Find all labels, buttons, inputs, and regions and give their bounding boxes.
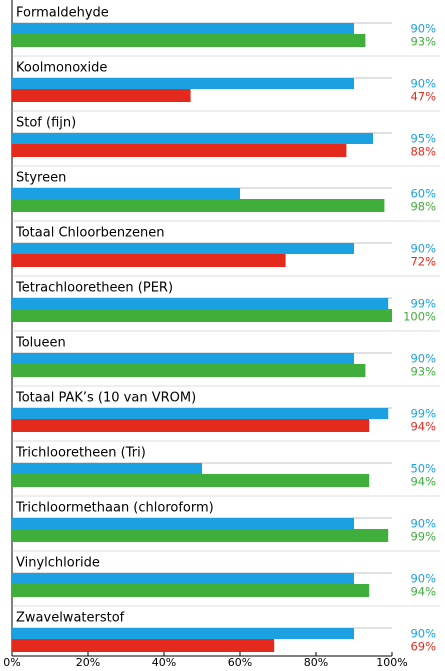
value-label: 94% [410, 420, 436, 434]
value-label: 90% [410, 517, 436, 531]
value-label: 94% [410, 475, 436, 489]
bar [12, 254, 286, 267]
bar [12, 463, 202, 474]
bar [12, 408, 389, 419]
value-label: 50% [410, 462, 436, 476]
bar [12, 474, 370, 487]
category-label: Formaldehyde [16, 6, 109, 21]
value-label: 88% [410, 145, 436, 159]
value-label: 94% [410, 585, 436, 599]
category-label: Stof (fijn) [16, 116, 76, 131]
x-tick-label: 0% [3, 656, 20, 669]
bar [12, 89, 191, 102]
bar [12, 298, 389, 309]
category-label: Vinylchloride [16, 556, 100, 571]
bar [12, 309, 392, 322]
value-label: 93% [410, 35, 436, 49]
bar [12, 364, 366, 377]
category-label: Trichloormethaan (chloroform) [15, 501, 214, 516]
x-tick-label: 80% [304, 656, 328, 669]
value-label: 99% [410, 407, 436, 421]
value-label: 99% [410, 530, 436, 544]
category-label: Trichlooretheen (Tri) [15, 446, 146, 461]
bar [12, 188, 240, 199]
x-tick-label: 100% [376, 656, 407, 669]
category-label: Koolmonoxide [16, 61, 107, 76]
value-label: 90% [410, 352, 436, 366]
value-label: 60% [410, 187, 436, 201]
bar [12, 529, 389, 542]
bar [12, 78, 354, 89]
category-label: Totaal Chloorbenzenen [15, 226, 164, 241]
bar [12, 419, 370, 432]
bar [12, 639, 275, 652]
category-label: Totaal PAK’s (10 van VROM) [15, 391, 196, 406]
bar [12, 628, 354, 639]
category-label: Styreen [16, 171, 66, 186]
value-label: 72% [410, 255, 436, 269]
value-label: 90% [410, 627, 436, 641]
category-label: Tolueen [15, 336, 66, 351]
bar [12, 353, 354, 364]
bar [12, 144, 347, 157]
bar [12, 23, 354, 34]
value-label: 90% [410, 22, 436, 36]
bar [12, 573, 354, 584]
bar [12, 199, 385, 212]
category-label: Tetrachlooretheen (PER) [15, 281, 173, 296]
value-label: 69% [410, 640, 436, 654]
value-label: 98% [410, 200, 436, 214]
value-label: 90% [410, 242, 436, 256]
bar [12, 243, 354, 254]
bar [12, 518, 354, 529]
x-tick-label: 20% [76, 656, 100, 669]
bar [12, 34, 366, 47]
value-label: 93% [410, 365, 436, 379]
value-label: 90% [410, 572, 436, 586]
x-tick-label: 60% [228, 656, 252, 669]
value-label: 95% [410, 132, 436, 146]
value-label: 100% [403, 310, 436, 324]
x-tick-label: 40% [152, 656, 176, 669]
category-label: Zwavelwaterstof [16, 611, 125, 626]
value-label: 90% [410, 77, 436, 91]
value-label: 47% [410, 90, 436, 104]
bar [12, 584, 370, 597]
value-label: 99% [410, 297, 436, 311]
bar [12, 133, 373, 144]
